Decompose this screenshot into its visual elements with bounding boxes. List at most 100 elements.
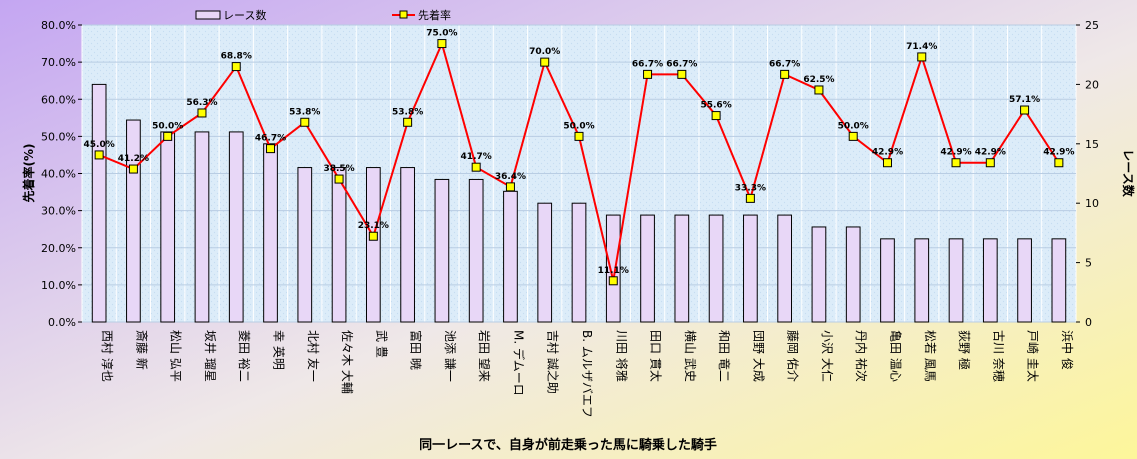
- bar: [537, 202, 553, 323]
- line-point: [882, 158, 892, 168]
- legend-bar-label: レース数: [223, 9, 266, 22]
- data-label: 55.6%: [700, 101, 731, 111]
- line-point: [540, 57, 550, 67]
- data-label: 45.0%: [84, 140, 115, 150]
- bar: [468, 178, 484, 323]
- data-label: 11.1%: [598, 266, 629, 276]
- x-category-label: 岩田 望来: [477, 330, 492, 382]
- legend-line-marker: [399, 10, 408, 19]
- line-point: [266, 144, 276, 154]
- bar: [434, 178, 450, 323]
- data-label: 42.9%: [940, 148, 971, 158]
- line-point: [197, 108, 207, 118]
- line-point: [300, 117, 310, 127]
- x-category-label: 荻野 極: [957, 330, 972, 370]
- line-point: [128, 164, 138, 174]
- x-category-label: 和田 竜二: [717, 330, 731, 382]
- bar: [194, 131, 210, 323]
- data-label: 50.0%: [563, 121, 594, 131]
- data-label: 56.3%: [186, 98, 217, 108]
- bar: [674, 214, 690, 323]
- x-category-label: 幸 英明: [272, 330, 286, 370]
- bar: [400, 167, 415, 323]
- data-label: 38.5%: [323, 164, 354, 174]
- x-category-label: 浜中 俊: [1060, 330, 1075, 370]
- x-category-label: 丹内 祐次: [854, 330, 868, 382]
- line-point: [403, 117, 413, 127]
- data-label: 75.0%: [426, 29, 457, 39]
- legend-bar-swatch: [195, 10, 221, 20]
- data-label: 42.9%: [975, 148, 1006, 158]
- x-category-label: 古川 奈穂: [991, 330, 1006, 382]
- data-label: 23.1%: [358, 221, 389, 231]
- right-tick-label: 25: [1085, 19, 1099, 32]
- bar: [228, 131, 244, 323]
- bar: [126, 119, 141, 323]
- legend: レース数 先着率: [195, 8, 451, 22]
- x-category-label: B. ムルザバエフ: [580, 330, 594, 418]
- bar: [365, 167, 381, 323]
- y-axis-right-label: レース数: [1121, 149, 1136, 197]
- bar: [160, 131, 176, 323]
- line-point: [848, 131, 858, 141]
- x-category-label: 吉村 誠之助: [546, 330, 560, 394]
- x-category-label: 富田 暁: [409, 330, 424, 370]
- x-category-label: 横山 武史: [683, 330, 697, 382]
- bar: [605, 214, 621, 323]
- line-point: [780, 69, 790, 79]
- x-category-label: 佐々木 大輔: [340, 330, 354, 394]
- bar: [263, 143, 278, 323]
- x-category-label: 藤岡 佑介: [786, 330, 800, 382]
- line-point: [505, 182, 515, 192]
- y-axis-left-label: 先着率(%): [21, 144, 36, 203]
- left-tick-label: 50.0%: [41, 130, 76, 143]
- left-tick-label: 0.0%: [48, 316, 76, 329]
- data-label: 50.0%: [152, 121, 183, 131]
- data-label: 62.5%: [803, 75, 834, 85]
- right-tick-label: 0: [1085, 316, 1092, 329]
- left-tick-label: 40.0%: [41, 168, 76, 181]
- x-category-label: 武 豊: [374, 330, 388, 358]
- bar: [1017, 238, 1032, 323]
- line-point: [951, 158, 961, 168]
- x-category-label: 北村 友一: [306, 330, 320, 382]
- line-point: [471, 162, 481, 172]
- line-point: [231, 62, 241, 72]
- data-label: 66.7%: [632, 59, 663, 69]
- right-tick-label: 10: [1085, 197, 1099, 210]
- line-point: [643, 69, 653, 79]
- left-axis: 0.0% 10.0% 20.0% 30.0% 40.0% 50.0% 60.0% 70.0% 8…: [41, 19, 82, 329]
- left-tick-label: 60.0%: [41, 93, 76, 106]
- right-tick-label: 15: [1085, 138, 1099, 151]
- data-label: 71.4%: [906, 42, 937, 52]
- data-label: 66.7%: [769, 59, 800, 69]
- bar: [880, 238, 895, 323]
- bar: [640, 214, 655, 323]
- line-point: [334, 174, 344, 184]
- x-category-label: 坂井 瑠星: [203, 330, 217, 382]
- left-tick-label: 70.0%: [41, 56, 76, 69]
- x-category-label: 亀田 温心: [888, 330, 902, 382]
- line-point: [163, 131, 173, 141]
- data-label: 41.2%: [118, 154, 149, 164]
- bar-series: [91, 83, 1067, 323]
- data-label: 70.0%: [529, 47, 560, 57]
- left-tick-label: 30.0%: [41, 205, 76, 218]
- data-label: 42.9%: [872, 148, 903, 158]
- data-label: 33.3%: [735, 183, 766, 193]
- data-label: 41.7%: [461, 152, 492, 162]
- bar: [91, 83, 107, 323]
- left-tick-label: 20.0%: [41, 242, 76, 255]
- line-point: [1054, 158, 1064, 168]
- line-point: [574, 131, 584, 141]
- bar: [331, 167, 347, 323]
- data-label: 50.0%: [838, 121, 869, 131]
- data-label: 46.7%: [255, 134, 286, 144]
- legend-line-label: 先着率: [418, 8, 451, 22]
- x-category-label: 西村 淳也: [100, 330, 115, 382]
- left-tick-label: 80.0%: [41, 19, 76, 32]
- data-label: 53.8%: [392, 107, 423, 117]
- x-axis-label: 同一レースで、自身が前走乗った馬に騎乗した騎手: [419, 437, 717, 453]
- data-label: 36.4%: [495, 172, 526, 182]
